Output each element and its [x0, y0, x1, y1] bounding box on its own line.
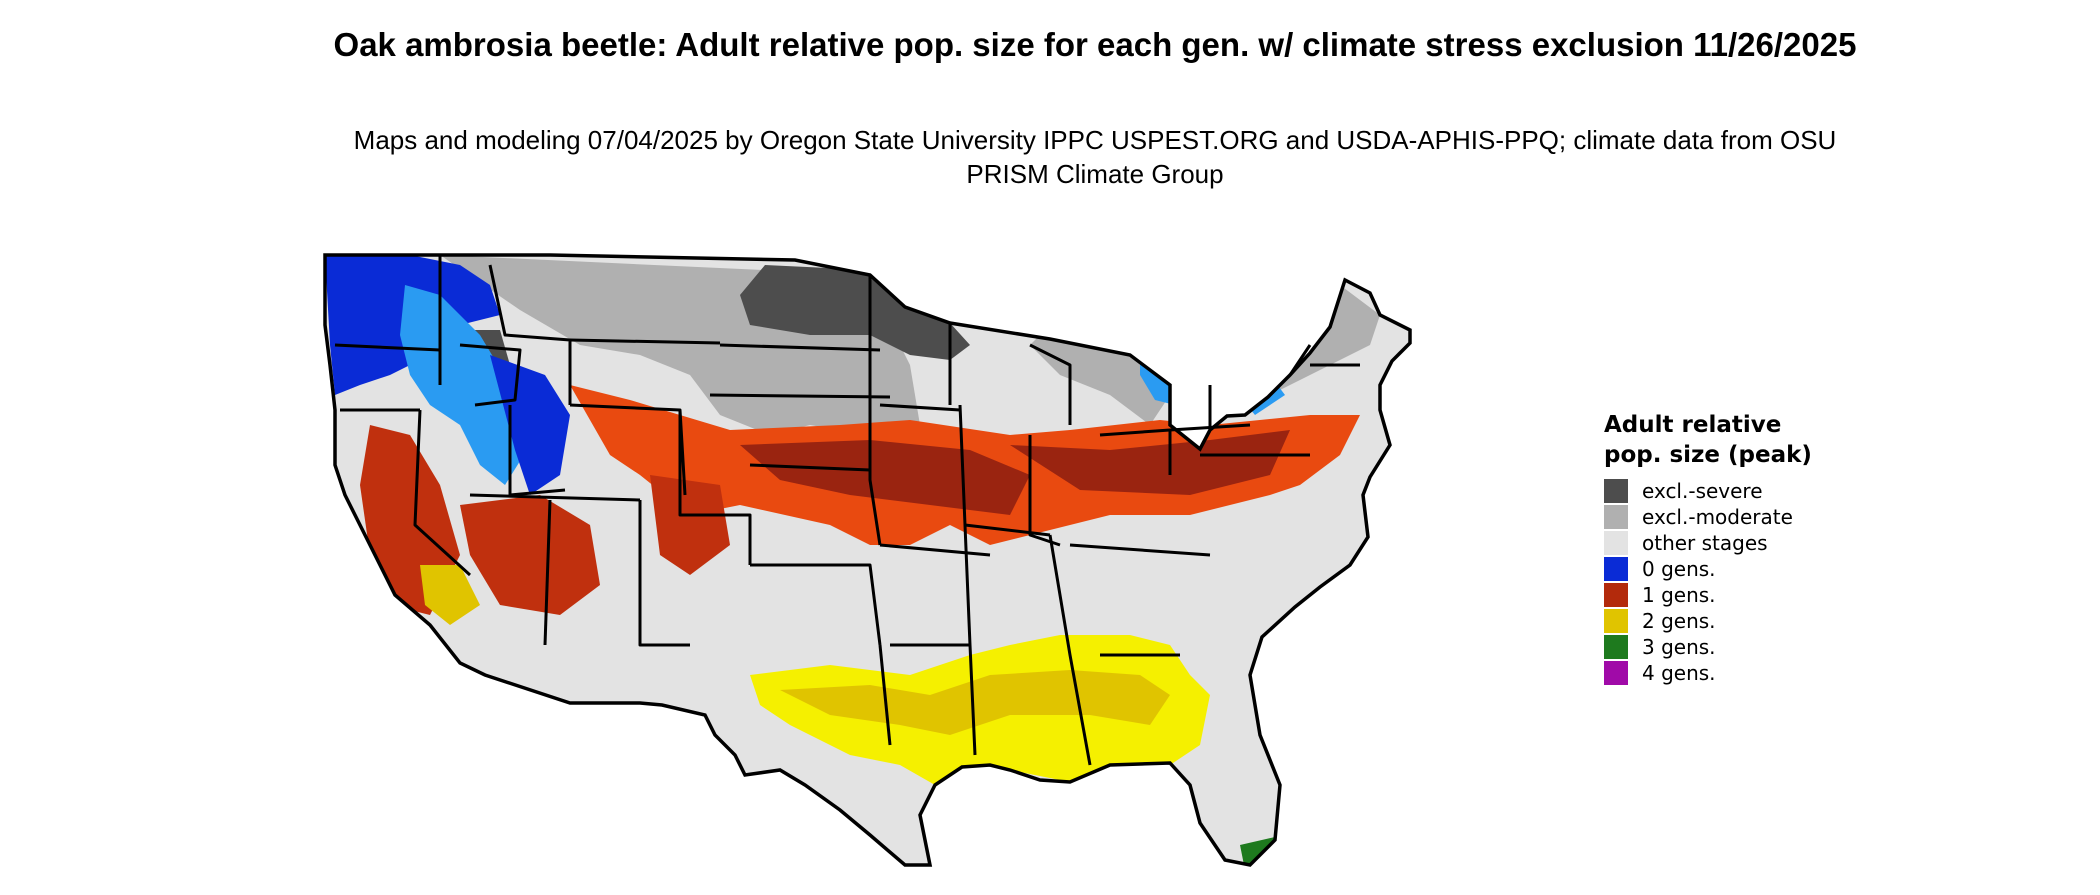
- legend-item: 2 gens.: [1604, 608, 1934, 634]
- legend-item: 3 gens.: [1604, 634, 1934, 660]
- state-border: [638, 500, 690, 647]
- legend-item: 1 gens.: [1604, 582, 1934, 608]
- map-subtitle: Maps and modeling 07/04/2025 by Oregon S…: [353, 125, 1837, 189]
- legend-label: 4 gens.: [1642, 661, 1716, 685]
- legend-title: Adult relative pop. size (peak): [1604, 412, 1812, 468]
- us-map: [323, 253, 1412, 867]
- state-border: [719, 343, 881, 352]
- state-border: [868, 275, 882, 546]
- state-border: [1029, 343, 1072, 425]
- legend-label: 1 gens.: [1642, 583, 1716, 607]
- map-title: Oak ambrosia beetle: Adult relative pop.…: [333, 26, 1857, 63]
- state-border: [459, 343, 522, 407]
- legend-swatch: [1604, 479, 1628, 503]
- legend: Adult relative pop. size (peak) excl.-se…: [1604, 410, 1934, 686]
- legend-item: excl.-severe: [1604, 478, 1934, 504]
- legend-swatch: [1604, 557, 1628, 581]
- state-border: [678, 410, 752, 565]
- state-border: [879, 403, 961, 412]
- state-border: [750, 563, 882, 646]
- region-1-gens-southwest: [460, 495, 600, 615]
- state-border: [569, 338, 721, 345]
- region-0-gens-rockies: [400, 285, 530, 485]
- state-border: [709, 393, 891, 399]
- legend-swatch: [1604, 531, 1628, 555]
- legend-item: 0 gens.: [1604, 556, 1934, 582]
- legend-label: 0 gens.: [1642, 557, 1716, 581]
- state-border: [964, 523, 1051, 537]
- state-border: [488, 264, 572, 405]
- state-borders: [334, 255, 1360, 766]
- legend-swatch: [1604, 583, 1628, 607]
- state-border: [878, 644, 892, 746]
- legend-swatch: [1604, 505, 1628, 529]
- legend-label: other stages: [1642, 531, 1768, 555]
- region-2-gens-southwest: [420, 565, 480, 625]
- legend-item: other stages: [1604, 530, 1934, 556]
- state-border: [543, 499, 552, 646]
- state-border: [958, 404, 977, 756]
- legend-item: excl.-moderate: [1604, 504, 1934, 530]
- state-border: [749, 463, 871, 472]
- region-2-gens-gulf-core: [780, 670, 1170, 735]
- legend-items: excl.-severe excl.-moderate other stages 0 …: [1604, 478, 1934, 686]
- legend-label: 2 gens.: [1642, 609, 1716, 633]
- region-excl-severe-north: [740, 265, 970, 360]
- legend-item: 4 gens.: [1604, 660, 1934, 686]
- region-1-gens-core: [740, 440, 1030, 515]
- state-border: [1069, 543, 1211, 557]
- legend-swatch: [1604, 609, 1628, 633]
- legend-swatch: [1604, 661, 1628, 685]
- legend-swatch: [1604, 635, 1628, 659]
- state-border: [469, 493, 641, 502]
- region-1-gens-newmexico: [650, 475, 730, 575]
- state-border: [1048, 534, 1092, 766]
- state-border: [334, 343, 441, 352]
- state-border: [879, 543, 991, 557]
- legend-label: 3 gens.: [1642, 635, 1716, 659]
- region-0-gens-colorado: [490, 355, 570, 495]
- region-1-gens-appalachia: [1010, 430, 1290, 495]
- state-border: [413, 409, 472, 577]
- legend-label: excl.-severe: [1642, 479, 1763, 503]
- legend-label: excl.-moderate: [1642, 505, 1793, 529]
